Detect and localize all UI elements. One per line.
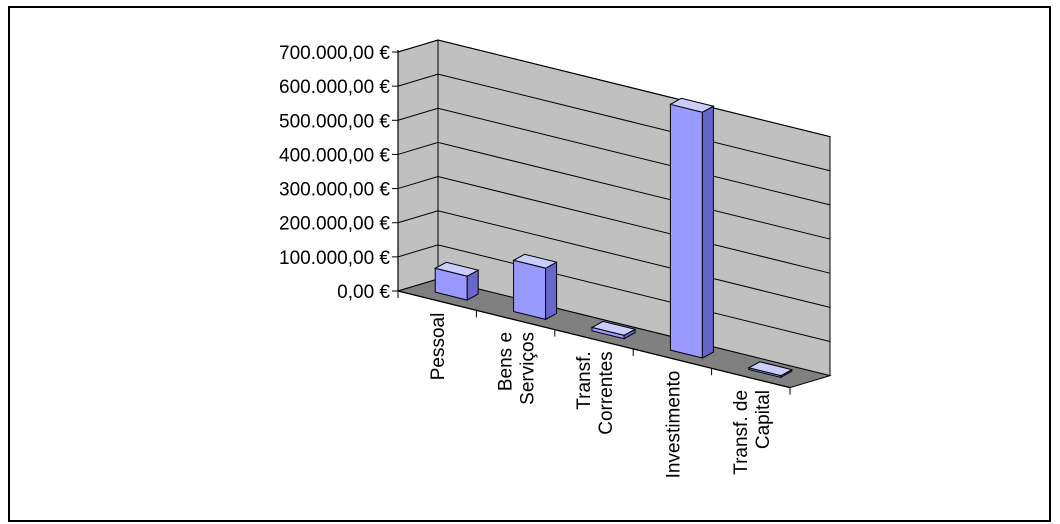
y-tick-label: 100.000,00 € xyxy=(279,248,390,269)
bar-top xyxy=(512,253,558,269)
y-tick-label: 300.000,00 € xyxy=(279,180,390,201)
bar-front xyxy=(669,103,703,359)
chart-side-wall xyxy=(397,39,439,292)
bar-top xyxy=(747,361,794,377)
category-label-line: Transf. de xyxy=(731,390,752,475)
category-label: Investimento xyxy=(663,371,684,479)
x-axis-line xyxy=(397,290,791,389)
y-tick-label: 600.000,00 € xyxy=(279,77,390,98)
category-label-line: Serviços xyxy=(518,332,539,405)
category-label: Pessoal xyxy=(428,313,449,381)
y-tick-label: 700.000,00 € xyxy=(279,43,390,64)
bar-side xyxy=(701,105,714,359)
category-label: Transf. Correntes xyxy=(574,351,617,434)
bar-front xyxy=(513,259,547,321)
category-label-line: Investimento xyxy=(663,371,684,479)
bar-side xyxy=(545,261,558,321)
category-label-line: Transf. xyxy=(574,351,595,409)
category-label-line: Bens e xyxy=(496,332,517,391)
bar-top xyxy=(433,261,480,277)
category-label: Bens e Serviços xyxy=(496,332,539,405)
bar-top xyxy=(590,320,637,336)
category-label: Transf. de Capital xyxy=(731,390,774,475)
y-tick-label: 400.000,00 € xyxy=(279,145,390,166)
category-label-line: Capital xyxy=(753,390,774,449)
y-tick-label: 200.000,00 € xyxy=(279,214,390,235)
y-tick-label: 500.000,00 € xyxy=(279,111,390,132)
category-label-line: Correntes xyxy=(596,351,617,434)
y-tick-label: 0,00 € xyxy=(337,282,390,303)
category-label-line: Pessoal xyxy=(428,313,449,381)
chart-back-wall xyxy=(437,39,831,377)
bar-top xyxy=(669,97,715,113)
